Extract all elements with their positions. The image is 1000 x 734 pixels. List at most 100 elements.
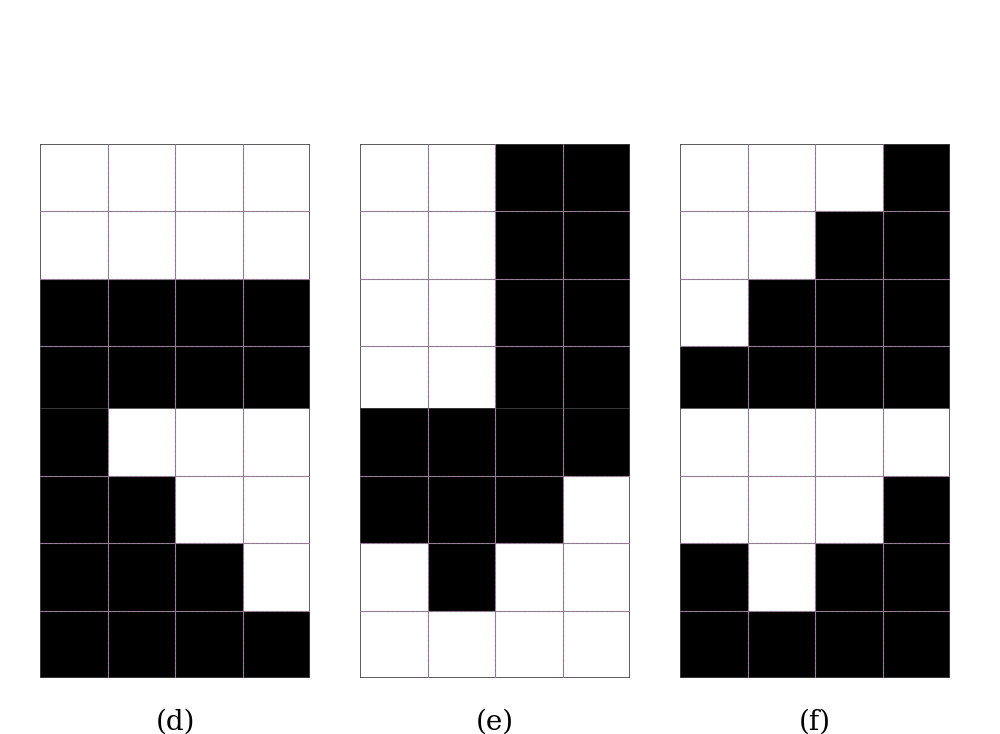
Bar xyxy=(108,144,175,211)
Bar xyxy=(748,476,815,543)
Bar xyxy=(360,211,428,279)
Bar xyxy=(360,144,428,211)
Bar xyxy=(815,144,883,211)
Bar xyxy=(40,144,108,211)
Bar xyxy=(108,211,175,279)
Bar xyxy=(360,476,428,543)
Bar xyxy=(40,476,108,543)
Bar xyxy=(748,144,815,211)
Bar xyxy=(242,476,310,543)
Bar xyxy=(748,408,815,476)
Bar xyxy=(815,346,883,414)
Bar xyxy=(175,144,242,211)
Bar xyxy=(175,476,242,543)
Bar xyxy=(428,408,495,476)
Bar xyxy=(175,543,242,611)
Bar xyxy=(815,211,883,279)
Text: (d): (d) xyxy=(155,708,195,734)
Bar xyxy=(40,346,108,414)
Bar xyxy=(360,408,428,476)
Bar xyxy=(40,408,108,476)
Bar xyxy=(428,211,495,279)
Bar xyxy=(680,346,748,414)
Bar xyxy=(108,408,175,476)
Bar xyxy=(175,611,242,678)
Bar xyxy=(815,543,883,611)
Bar xyxy=(108,279,175,346)
Bar xyxy=(108,476,175,543)
Bar xyxy=(562,543,630,611)
Bar xyxy=(748,211,815,279)
Bar xyxy=(40,211,108,279)
Bar xyxy=(495,476,562,543)
Bar xyxy=(815,611,883,678)
Bar xyxy=(242,611,310,678)
Bar xyxy=(108,543,175,611)
Bar xyxy=(883,476,950,543)
Bar xyxy=(748,611,815,678)
Text: (f): (f) xyxy=(799,708,831,734)
Bar xyxy=(175,279,242,346)
Bar xyxy=(562,476,630,543)
Bar xyxy=(242,144,310,211)
Bar xyxy=(748,543,815,611)
Bar xyxy=(360,346,428,414)
Bar xyxy=(680,476,748,543)
Bar xyxy=(680,144,748,211)
Bar xyxy=(883,543,950,611)
Bar xyxy=(175,211,242,279)
Bar xyxy=(562,144,630,211)
Bar xyxy=(428,279,495,346)
Bar xyxy=(680,611,748,678)
Bar xyxy=(680,279,748,346)
Bar xyxy=(428,144,495,211)
Text: (c): (c) xyxy=(796,444,834,471)
Bar xyxy=(428,476,495,543)
Bar xyxy=(360,279,428,346)
Bar xyxy=(680,211,748,279)
Bar xyxy=(40,543,108,611)
Bar xyxy=(815,279,883,346)
Text: (e): (e) xyxy=(476,708,514,734)
Bar xyxy=(883,211,950,279)
Bar xyxy=(495,279,562,346)
Bar xyxy=(680,543,748,611)
Bar xyxy=(242,211,310,279)
Bar xyxy=(495,346,562,414)
Bar xyxy=(175,408,242,476)
Bar xyxy=(428,543,495,611)
Bar xyxy=(562,211,630,279)
Bar xyxy=(815,476,883,543)
Bar xyxy=(40,279,108,346)
Bar xyxy=(495,611,562,678)
Bar xyxy=(562,408,630,476)
Bar xyxy=(495,543,562,611)
Bar xyxy=(428,346,495,414)
Bar xyxy=(360,611,428,678)
Bar xyxy=(495,408,562,476)
Bar xyxy=(883,408,950,476)
Bar xyxy=(108,346,175,414)
Bar xyxy=(883,144,950,211)
Bar xyxy=(883,279,950,346)
Bar xyxy=(680,408,748,476)
Bar xyxy=(360,543,428,611)
Bar xyxy=(883,346,950,414)
Bar xyxy=(883,611,950,678)
Bar xyxy=(108,611,175,678)
Bar xyxy=(428,611,495,678)
Bar xyxy=(175,346,242,414)
Bar xyxy=(242,279,310,346)
Bar xyxy=(748,279,815,346)
Bar xyxy=(495,144,562,211)
Bar xyxy=(242,346,310,414)
Bar xyxy=(242,543,310,611)
Text: (a): (a) xyxy=(156,444,194,471)
Bar xyxy=(562,611,630,678)
Bar xyxy=(562,279,630,346)
Bar xyxy=(562,346,630,414)
Bar xyxy=(815,408,883,476)
Bar xyxy=(495,211,562,279)
Bar xyxy=(748,346,815,414)
Bar xyxy=(242,408,310,476)
